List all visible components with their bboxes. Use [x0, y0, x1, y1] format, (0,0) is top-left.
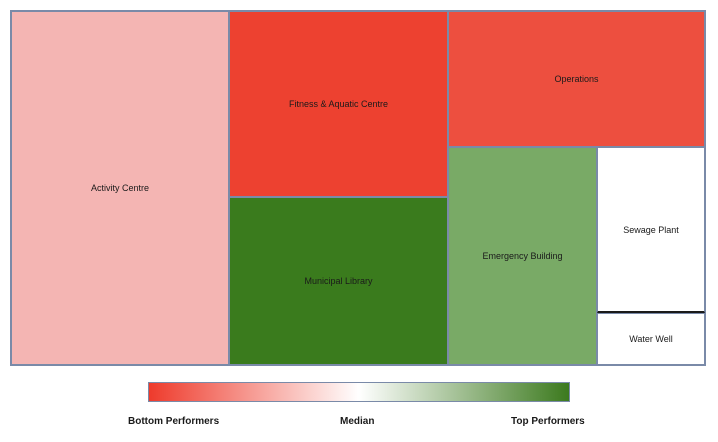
color-scale-bar	[148, 382, 570, 402]
tile-activity-centre: Activity Centre	[11, 11, 229, 365]
tile-label: Fitness & Aquatic Centre	[288, 99, 389, 109]
tile-water-well: Water Well	[597, 313, 705, 365]
tile-operations: Operations	[448, 11, 705, 147]
tile-label: Activity Centre	[90, 183, 150, 193]
treemap: Activity Centre Fitness & Aquatic Centre…	[10, 10, 706, 366]
tile-label: Municipal Library	[304, 276, 373, 286]
legend-high-label: Top Performers	[511, 416, 585, 427]
tile-municipal-library: Municipal Library	[229, 197, 448, 365]
tile-fitness-aquatic-centre: Fitness & Aquatic Centre	[229, 11, 448, 197]
tile-sewage-plant: Sewage Plant	[597, 147, 705, 313]
tile-label: Sewage Plant	[623, 224, 679, 235]
tile-label: Operations	[554, 74, 599, 84]
tile-label: Water Well	[629, 334, 673, 344]
tile-emergency-building: Emergency Building	[448, 147, 597, 365]
legend-mid-label: Median	[340, 416, 375, 427]
legend-low-label: Bottom Performers	[128, 416, 220, 427]
tile-label: Emergency Building	[482, 251, 563, 261]
